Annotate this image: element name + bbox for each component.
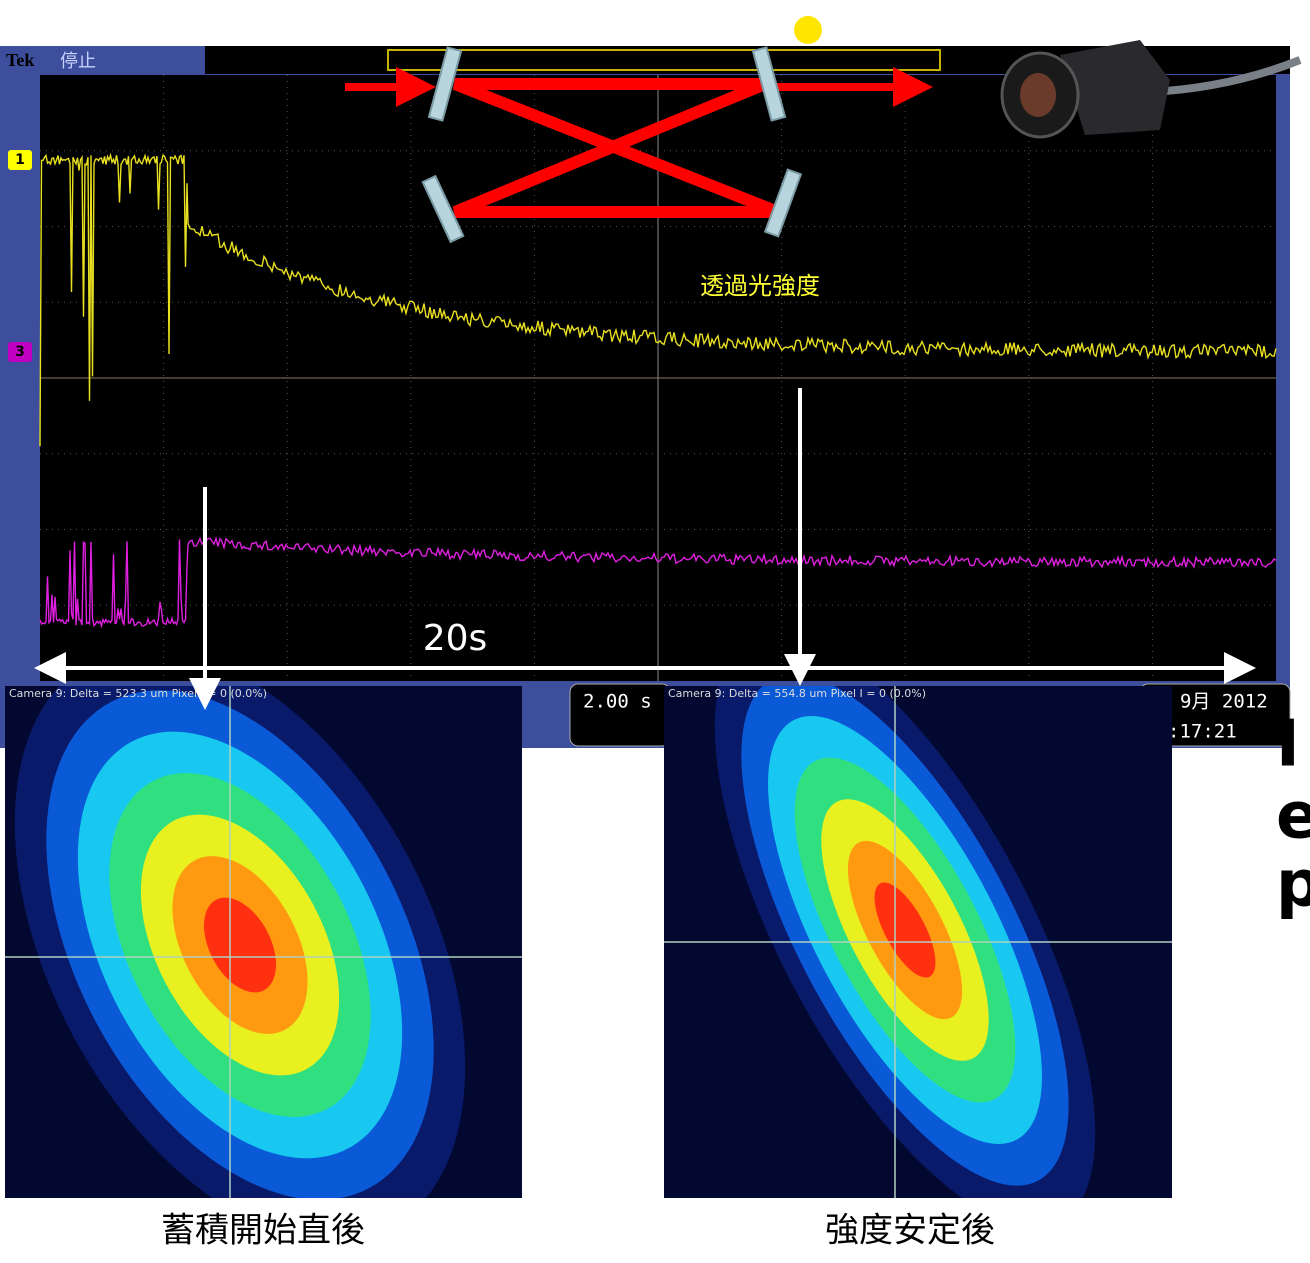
side-text: I: [1276, 708, 1300, 782]
ch3-marker: [8, 342, 32, 362]
caption: 蓄積開始直後: [161, 1211, 365, 1251]
beam-image: Camera 9: Delta = 554.8 um Pixel I = 0 (…: [664, 686, 1172, 1198]
side-text: p: [1276, 848, 1310, 922]
ch1-label: 1: [15, 152, 25, 168]
camera-body: [1060, 40, 1170, 135]
date: 9月 2012: [1180, 691, 1268, 713]
ch1-marker: [8, 150, 32, 170]
beam-path: [452, 78, 781, 218]
time: :17:21: [1168, 721, 1237, 743]
beam: [5, 686, 522, 1198]
mirror: [427, 46, 463, 122]
span-label: 20s: [423, 618, 488, 659]
camera-glass: [1020, 73, 1056, 117]
mirrors: [421, 46, 803, 244]
light-dot: [794, 16, 822, 44]
status: 停止: [60, 51, 96, 72]
beam-contour: [203, 897, 277, 993]
mirror: [751, 46, 787, 122]
mirror: [421, 174, 465, 244]
side-text: e: [1276, 780, 1310, 854]
camera: [1000, 40, 1302, 139]
ch1-trace: [39, 152, 1277, 447]
mirror: [763, 168, 803, 238]
camera-cable: [1149, 56, 1302, 96]
beam: [664, 686, 1172, 1198]
ch3-label: 3: [15, 344, 25, 360]
timebase: 2.00 s: [583, 691, 652, 713]
trace-label: 透過光強度: [700, 272, 820, 300]
trigger-bar: [387, 49, 941, 71]
brand: Tek: [6, 50, 34, 70]
ring-beam: [452, 78, 781, 218]
caption: 強度安定後: [825, 1211, 995, 1251]
image-overlay: Camera 9: Delta = 554.8 um Pixel I = 0 (…: [668, 687, 926, 700]
beam-image: Camera 9: Delta = 523.3 um Pixel I = 0 (…: [5, 686, 522, 1198]
beam-contour: [874, 882, 936, 978]
grid: [40, 75, 1276, 681]
image-overlay: Camera 9: Delta = 523.3 um Pixel I = 0 (…: [9, 687, 267, 700]
